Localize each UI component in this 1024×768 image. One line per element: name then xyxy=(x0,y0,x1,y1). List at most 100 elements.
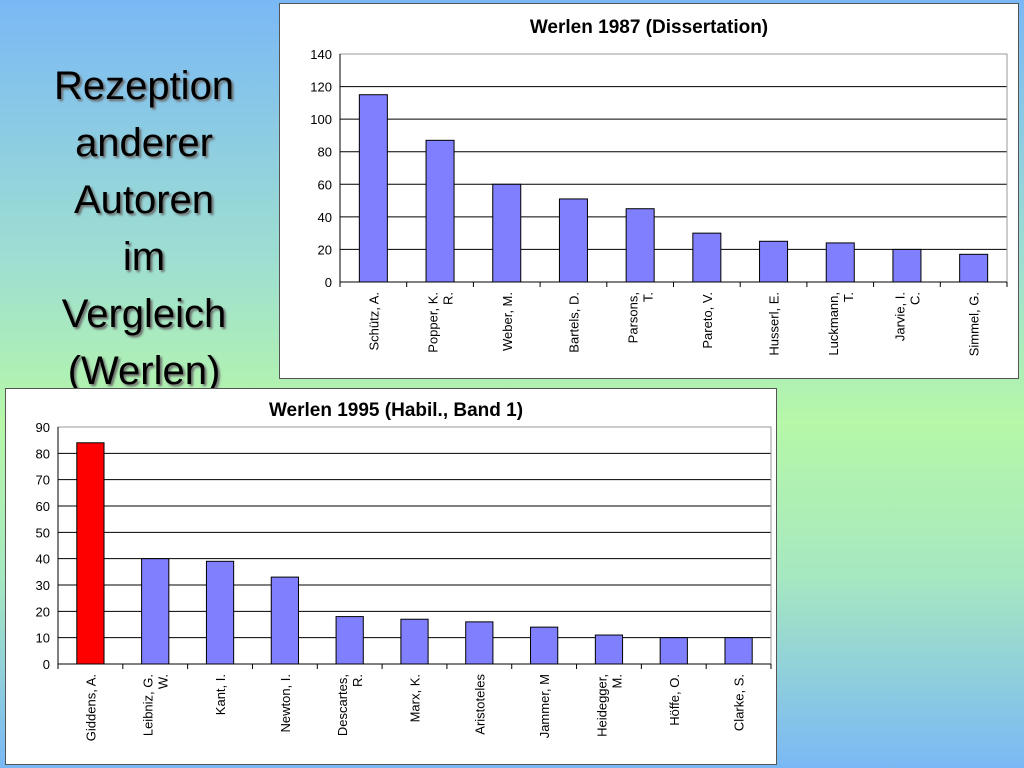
chart-werlen-1987: Werlen 1987 (Dissertation) 0 20 40 60 80 100 1… xyxy=(279,3,1019,379)
y-tick-label: 30 xyxy=(36,578,50,593)
slide-title-line: (Werlen) xyxy=(67,349,221,393)
category-label-line: R. xyxy=(441,292,456,305)
bar xyxy=(270,576,299,665)
slide-title-line: Vergleich xyxy=(61,292,227,336)
bar xyxy=(692,232,722,283)
category-label: Pareto, V. xyxy=(700,292,715,349)
category-label-line: Heidegger, xyxy=(594,674,609,737)
bar xyxy=(76,442,105,665)
category-label-line: C. xyxy=(907,292,922,305)
bar xyxy=(724,637,753,665)
category-label: Luckmann,T. xyxy=(826,292,856,356)
category-label: Weber, M. xyxy=(500,292,515,351)
y-tick-label: 50 xyxy=(36,525,50,540)
category-label-line: Weber, M. xyxy=(500,292,515,351)
category-label-line: Giddens, A. xyxy=(83,674,98,741)
slide-title-line: anderer xyxy=(75,121,213,165)
bar xyxy=(558,198,588,283)
category-label-line: Descartes, xyxy=(335,674,350,736)
bar xyxy=(141,558,170,665)
bar xyxy=(335,616,364,665)
y-tick-label: 0 xyxy=(325,275,332,290)
slide-title-line: Rezeption xyxy=(53,64,235,108)
category-label: Jarvie, I.C. xyxy=(892,292,922,341)
y-tick-label: 20 xyxy=(36,604,50,619)
y-tick-label: 80 xyxy=(36,446,50,461)
category-label-line: Luckmann, xyxy=(826,292,841,356)
slide-title: Rezeption anderer Autoren im Vergleich (… xyxy=(28,58,260,400)
category-label: Clarke, S. xyxy=(732,674,747,731)
y-tick-label: 0 xyxy=(43,657,50,672)
category-label-line: T. xyxy=(641,292,656,302)
category-label: Descartes,R. xyxy=(335,674,365,736)
y-tick-label: 100 xyxy=(310,112,332,127)
category-label-line: Newton, I. xyxy=(278,674,293,733)
bar xyxy=(530,626,559,665)
y-tick-label: 70 xyxy=(36,473,50,488)
bar xyxy=(594,634,624,665)
category-label-line: W. xyxy=(156,674,171,689)
category-label: Jammer, M xyxy=(537,674,552,738)
slide-title-line: im xyxy=(122,235,166,279)
category-label-line: Bartels, D. xyxy=(566,292,581,353)
category-label: Kant, I. xyxy=(213,674,228,715)
y-tick-label: 140 xyxy=(310,47,332,62)
bar xyxy=(759,240,789,283)
category-label: Husserl, E. xyxy=(767,292,782,356)
category-label: Newton, I. xyxy=(278,674,293,733)
category-label: Leibniz, G.W. xyxy=(141,674,171,736)
bar xyxy=(825,242,855,283)
bar xyxy=(425,139,455,283)
category-label-line: Pareto, V. xyxy=(700,292,715,349)
bar xyxy=(625,208,655,283)
category-label-line: Jammer, M xyxy=(537,674,552,738)
bar xyxy=(959,253,989,283)
category-label-line: Husserl, E. xyxy=(767,292,782,356)
category-label-line: Marx, K. xyxy=(408,674,423,722)
category-label-line: T. xyxy=(841,292,856,302)
chart-title: Werlen 1995 (Habil., Band 1) xyxy=(269,400,523,421)
chart-werlen-1995-svg: Werlen 1995 (Habil., Band 1) 0 10 20 30 40 50… xyxy=(36,400,772,741)
category-label: Höffe, O. xyxy=(667,674,682,726)
bar xyxy=(492,183,522,283)
category-label: Aristoteles xyxy=(472,674,487,735)
bar xyxy=(659,637,688,665)
category-label: Popper, K.R. xyxy=(426,292,456,353)
category-label: Parsons,T. xyxy=(626,292,656,343)
category-label-line: Aristoteles xyxy=(472,674,487,735)
category-label-line: Kant, I. xyxy=(213,674,228,715)
category-label-line: Höffe, O. xyxy=(667,674,682,726)
bar xyxy=(358,94,388,283)
category-label: Bartels, D. xyxy=(566,292,581,353)
y-tick-label: 10 xyxy=(36,631,50,646)
bar xyxy=(400,618,429,665)
y-tick-label: 40 xyxy=(36,552,50,567)
y-tick-label: 120 xyxy=(310,80,332,95)
chart-title: Werlen 1987 (Dissertation) xyxy=(530,17,768,38)
category-label-line: Jarvie, I. xyxy=(892,292,907,341)
category-label-line: M. xyxy=(609,674,624,688)
category-label-line: Simmel, G. xyxy=(967,292,982,356)
category-label-line: Leibniz, G. xyxy=(141,674,156,736)
category-label: Simmel, G. xyxy=(967,292,982,356)
category-label: Schütz, A. xyxy=(366,292,381,351)
slide-title-line: Autoren xyxy=(73,178,215,222)
category-label-line: Parsons, xyxy=(626,292,641,343)
category-label-line: Schütz, A. xyxy=(366,292,381,351)
y-tick-label: 80 xyxy=(318,145,332,160)
category-label: Giddens, A. xyxy=(83,674,98,741)
category-label-line: Clarke, S. xyxy=(732,674,747,731)
chart-werlen-1995: Werlen 1995 (Habil., Band 1) 0 10 20 30 40 50… xyxy=(5,388,777,765)
bar xyxy=(892,248,922,283)
y-tick-label: 90 xyxy=(36,420,50,435)
y-tick-label: 60 xyxy=(318,177,332,192)
bar xyxy=(205,560,235,665)
category-label: Heidegger,M. xyxy=(594,674,624,737)
category-label: Marx, K. xyxy=(408,674,423,722)
category-label-line: Popper, K. xyxy=(426,292,441,353)
chart-werlen-1987-svg: Werlen 1987 (Dissertation) 0 20 40 60 80 100 1… xyxy=(310,17,1008,356)
y-tick-label: 40 xyxy=(318,210,332,225)
category-label-line: R. xyxy=(350,674,365,687)
y-tick-label: 20 xyxy=(318,242,332,257)
y-tick-label: 60 xyxy=(36,499,50,514)
